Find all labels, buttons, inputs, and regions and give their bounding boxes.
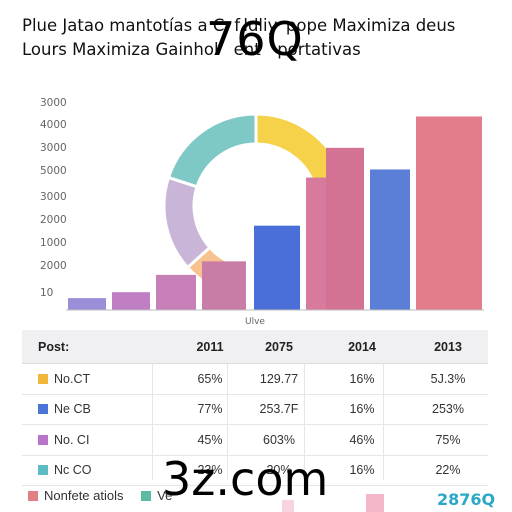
watermark-bottom: 3z.com <box>162 452 329 506</box>
table-cell: 77% <box>197 402 223 417</box>
chart-title-line-2: Lours Maximiza Gainhol ent portativas <box>22 40 361 59</box>
table-cell: 45% <box>197 432 223 447</box>
chart-area: 3000 4000 3000 5000 3000 2000 1000 2000 10 Ulve <box>40 97 484 326</box>
table-header-year: 2075 <box>265 339 293 354</box>
series-swatch <box>38 373 48 384</box>
y-tick-label: 3000 <box>40 97 67 109</box>
table-cell: 5J.3% <box>430 371 466 386</box>
chart-title-line-1: Plue Jatao mantotías a C f ldliy pope Ma… <box>22 16 456 35</box>
bar <box>202 261 246 310</box>
y-tick-label: 2000 <box>40 214 67 226</box>
series-swatch <box>38 465 48 476</box>
table-cell: 253.7F <box>259 402 299 417</box>
table-cell: 20% <box>266 463 292 478</box>
table-cell: 22% <box>435 463 461 478</box>
row-label: No.CT <box>54 371 91 386</box>
legend-label: Ve <box>157 488 173 503</box>
table-cell: 23% <box>197 463 223 478</box>
legend-label: Nonfete atiols <box>44 488 124 503</box>
table-header-year: 2013 <box>434 339 462 354</box>
legend-swatch <box>141 491 152 501</box>
x-axis-label: Ulve <box>245 317 265 326</box>
decorative-block <box>366 494 384 512</box>
y-tick-label: 1000 <box>40 237 67 249</box>
y-tick-label: 3000 <box>40 191 67 203</box>
table-row: No.CT 65% 129.77 16% 5J.3% <box>22 364 488 395</box>
table-row: No. CI 45% 603% 46% 75% <box>22 425 488 456</box>
table-row: Ne CB 77% 253.7F 16% 253% <box>22 395 488 425</box>
legend: Nonfete atiols Ve <box>28 488 186 503</box>
table-cell: 603% <box>263 432 295 447</box>
series-swatch <box>38 434 48 445</box>
table-cell: 129.77 <box>259 371 299 386</box>
y-tick-label: 10 <box>40 287 53 299</box>
table-cell: 46% <box>349 432 375 447</box>
y-tick-label: 4000 <box>40 119 67 131</box>
table-header-year: 2011 <box>196 339 224 354</box>
table-cell: 16% <box>349 463 375 478</box>
table-cell: 75% <box>435 432 461 447</box>
ring-segment <box>162 175 213 270</box>
table-cell: 253% <box>432 402 464 417</box>
bar <box>112 292 150 310</box>
ring-segment <box>166 112 258 189</box>
data-table: Post: 2011 2075 2014 2013 No.CT 65% 129.… <box>22 330 488 486</box>
row-label: Nc CO <box>54 463 92 478</box>
decorative-block <box>282 500 294 512</box>
table-cell: 65% <box>197 371 223 386</box>
table-cell: 16% <box>349 402 375 417</box>
bar <box>254 225 300 310</box>
table-header-label: Post: <box>38 339 70 354</box>
table-cell: 16% <box>349 371 375 386</box>
row-label: Ne CB <box>54 402 91 417</box>
legend-swatch <box>28 491 38 501</box>
watermark-top: 76Q <box>206 12 304 66</box>
y-tick-label: 3000 <box>40 142 67 154</box>
brand-logo: 2876Q <box>437 490 496 509</box>
bar <box>370 169 410 310</box>
table-header-row: Post: 2011 2075 2014 2013 <box>22 330 488 364</box>
y-tick-label: 2000 <box>40 260 67 272</box>
y-tick-label: 5000 <box>40 165 67 177</box>
series-swatch <box>38 404 48 415</box>
table-row: Nc CO 23% 20% 16% 22% <box>22 456 488 486</box>
bar <box>416 116 482 311</box>
bar <box>68 298 106 310</box>
table-header-year: 2014 <box>348 339 376 354</box>
row-label: No. CI <box>54 432 90 447</box>
bar <box>156 274 196 310</box>
bar <box>326 147 364 310</box>
